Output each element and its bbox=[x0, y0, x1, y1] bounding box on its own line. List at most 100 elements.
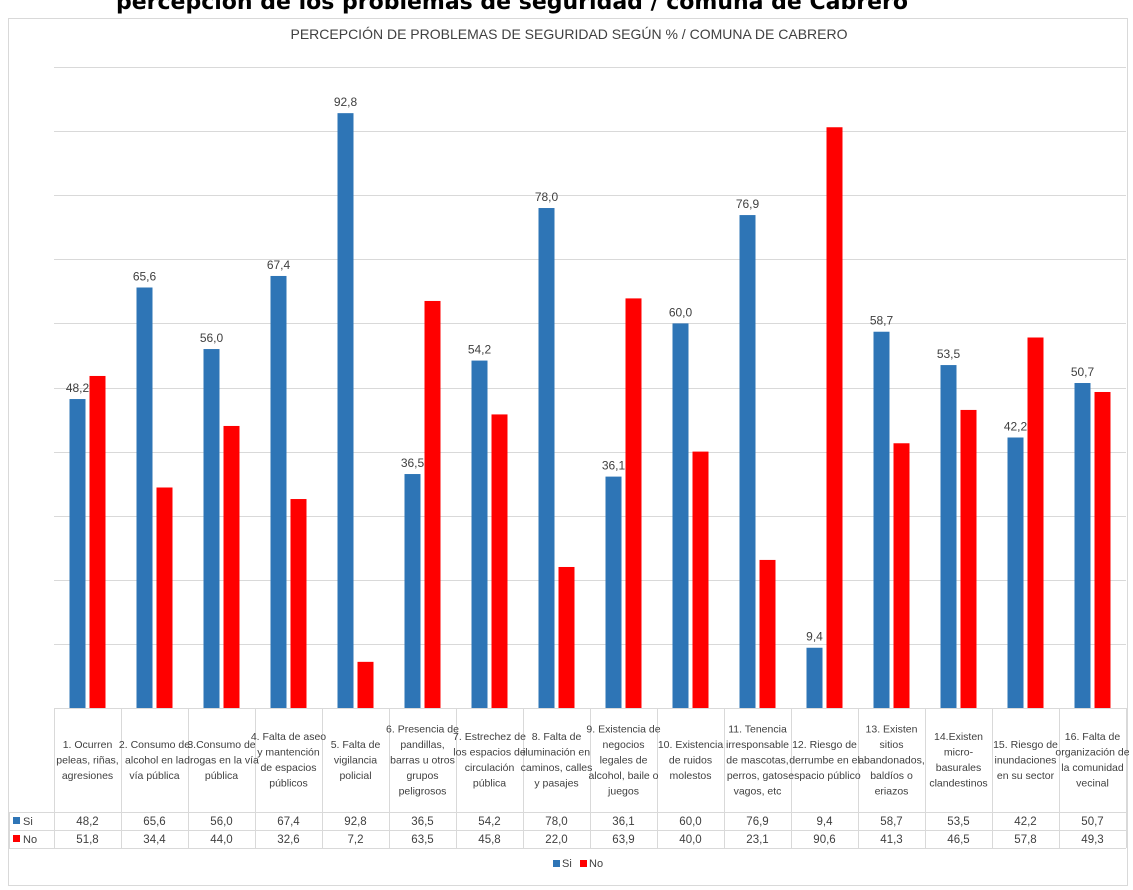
category-label-line: basurales bbox=[936, 762, 982, 774]
table-cell: 92,8 bbox=[344, 816, 366, 828]
legend-key bbox=[580, 860, 587, 867]
category-label: 5. Falta de vigilancia policial bbox=[331, 739, 381, 782]
category-label-line: 15. Riesgo de bbox=[993, 739, 1058, 751]
data-label-si: 48,2 bbox=[66, 381, 90, 395]
table-legend-key bbox=[13, 817, 20, 824]
table-cell: 22,0 bbox=[545, 834, 567, 846]
category-label: 16. Falta de organización de la comunidad v… bbox=[1055, 731, 1129, 790]
category-label-line: y mantención bbox=[257, 747, 320, 759]
category-label-line: organización de bbox=[1055, 747, 1129, 759]
category-label-line: 9. Existencia de bbox=[586, 723, 660, 735]
category-label: 15. Riesgo de inundaciones en su sector bbox=[993, 739, 1058, 782]
category-label-line: públicos bbox=[269, 778, 308, 790]
category-label-line: circulación bbox=[465, 762, 515, 774]
category-label-line: agresiones bbox=[62, 770, 113, 782]
category-label-line: de ruidos bbox=[669, 754, 712, 766]
bar-si bbox=[471, 360, 488, 708]
category-label-line: de espacios bbox=[260, 762, 316, 774]
category-label-line: eriazos bbox=[875, 785, 909, 797]
data-label-si: 67,4 bbox=[267, 258, 291, 272]
category-label-line: abandonados, bbox=[858, 754, 925, 766]
table-cell: 53,5 bbox=[947, 816, 969, 828]
data-label-si: 54,2 bbox=[468, 343, 492, 357]
table-cell: 90,6 bbox=[813, 834, 835, 846]
legend-key bbox=[553, 860, 560, 867]
category-label-line: 10. Existencia bbox=[658, 739, 724, 751]
category-label-line: 4. Falta de aseo bbox=[251, 731, 326, 743]
table-cell: 45,8 bbox=[478, 834, 500, 846]
table-cell: 51,8 bbox=[76, 834, 98, 846]
table-cell: 54,2 bbox=[478, 816, 500, 828]
category-label-line: micro- bbox=[944, 747, 974, 759]
category-label-line: 7. Estrechez de bbox=[453, 731, 526, 743]
chart-svg: 48,2 65,6 56,0 67,4 92,8 36,5 54,2 78,0 36,1 60,0… bbox=[9, 26, 1129, 870]
bar-si bbox=[873, 331, 890, 708]
bar-si bbox=[940, 365, 957, 708]
table-legend-key bbox=[13, 835, 20, 842]
bars: 48,2 65,6 56,0 67,4 92,8 36,5 54,2 78,0 36,1 60,0… bbox=[66, 95, 1111, 709]
category-label-line: pública bbox=[473, 778, 506, 790]
table-cell: 76,9 bbox=[746, 816, 768, 828]
category-label-line: drogas en la vía bbox=[184, 754, 259, 766]
bar-si bbox=[605, 476, 622, 708]
data-label-si: 50,7 bbox=[1071, 365, 1095, 379]
table-cell: 36,1 bbox=[612, 816, 634, 828]
table-cell: 42,2 bbox=[1014, 816, 1036, 828]
data-table: 1. Ocurren peleas, riñas, agresiones 2. Con… bbox=[9, 708, 1129, 849]
bar-si bbox=[538, 208, 555, 708]
category-label-line: molestos bbox=[669, 770, 711, 782]
bar-no bbox=[156, 487, 173, 708]
bar-no bbox=[893, 443, 910, 708]
category-label-line: grupos bbox=[406, 770, 438, 782]
category-label-line: pandillas, bbox=[400, 739, 444, 751]
category-label-line: sitios bbox=[880, 739, 904, 751]
category-label-line: 11. Tenencia bbox=[728, 723, 787, 735]
category-label: 14.Existen micro-basurales clandestinos bbox=[929, 731, 987, 790]
legend: Si No bbox=[553, 858, 603, 870]
category-label-line: policial bbox=[339, 770, 371, 782]
bar-no bbox=[491, 414, 508, 708]
bar-si bbox=[806, 647, 823, 708]
data-label-si: 9,4 bbox=[806, 630, 823, 644]
data-label-si: 65,6 bbox=[133, 270, 157, 284]
category-label-line: legales de bbox=[600, 754, 648, 766]
table-cell: 56,0 bbox=[210, 816, 232, 828]
category-label-line: 14.Existen bbox=[934, 731, 983, 743]
category-label-line: perros, gatos bbox=[727, 770, 788, 782]
category-label: 9. Existencia de negocios legales de alcoho… bbox=[586, 723, 660, 797]
bar-si bbox=[1074, 383, 1091, 708]
bar-no bbox=[960, 409, 977, 708]
table-cell: 58,7 bbox=[880, 816, 902, 828]
table-cell: 49,3 bbox=[1081, 834, 1103, 846]
category-label: 8. Falta de iluminación en caminos, calles… bbox=[521, 731, 593, 790]
category-label-line: alcohol en la bbox=[125, 754, 184, 766]
bar-si bbox=[672, 323, 689, 708]
bar-si bbox=[203, 349, 220, 708]
bar-no bbox=[692, 451, 709, 708]
category-label: 2. Consumo de alcohol en la vía pública bbox=[119, 739, 190, 782]
category-label-line: peleas, riñas, bbox=[56, 754, 118, 766]
table-cell: 23,1 bbox=[746, 834, 768, 846]
chart-title: PERCEPCIÓN DE PROBLEMAS DE SEGURIDAD SEG… bbox=[291, 26, 848, 42]
table-cell: 44,0 bbox=[210, 834, 232, 846]
category-label-line: y pasajes bbox=[534, 778, 578, 790]
table-cell: 57,8 bbox=[1014, 834, 1036, 846]
page-heading: percepción de los problemas de seguridad… bbox=[0, 0, 1133, 20]
bar-no bbox=[625, 298, 642, 708]
table-cell: 34,4 bbox=[143, 834, 166, 846]
page-heading-text: percepción de los problemas de seguridad… bbox=[116, 0, 908, 15]
legend-label: No bbox=[589, 858, 603, 870]
category-label-line: irresponsable bbox=[726, 739, 789, 751]
category-label-line: clandestinos bbox=[929, 778, 987, 790]
data-label-si: 58,7 bbox=[870, 314, 894, 328]
table-cell: 65,6 bbox=[143, 816, 165, 828]
category-label-line: barras u otros bbox=[390, 754, 455, 766]
bar-no bbox=[424, 300, 441, 708]
table-cell: 60,0 bbox=[679, 816, 701, 828]
data-label-si: 36,1 bbox=[602, 459, 626, 473]
chart-frame: 48,2 65,6 56,0 67,4 92,8 36,5 54,2 78,0 36,1 60,0… bbox=[8, 18, 1129, 886]
category-label: 11. Tenencia irresponsable de mascotas, per… bbox=[726, 723, 789, 797]
table-series-name: No bbox=[23, 834, 37, 846]
category-label-line: los espacios de bbox=[453, 747, 526, 759]
category-label-line: la comunidad bbox=[1061, 762, 1124, 774]
